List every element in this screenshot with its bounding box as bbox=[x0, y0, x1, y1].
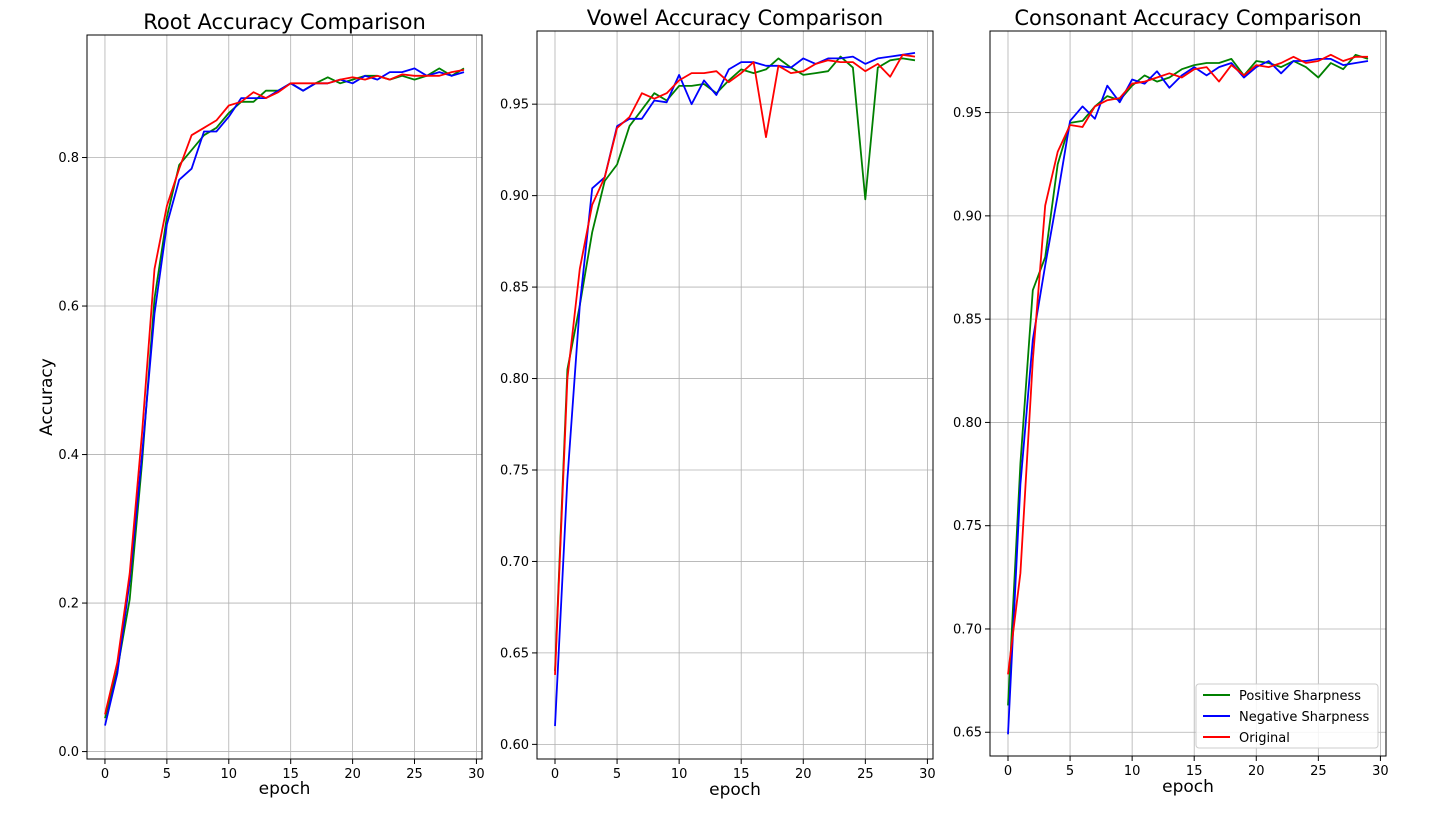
legend-label-positive: Positive Sharpness bbox=[1239, 689, 1361, 704]
x-tick-label: 25 bbox=[857, 767, 874, 782]
x-tick-label: 5 bbox=[1066, 764, 1074, 779]
y-tick-label: 0.60 bbox=[500, 738, 529, 753]
x-axis-label: epoch bbox=[259, 779, 311, 799]
y-tick-label: 0.85 bbox=[500, 281, 529, 296]
x-tick-label: 30 bbox=[468, 767, 485, 782]
x-tick-label: 5 bbox=[163, 767, 171, 782]
axes-frame bbox=[536, 30, 934, 760]
series-line-original bbox=[1007, 53, 1368, 675]
series-line-positive-sharpness bbox=[554, 55, 916, 672]
series-line-original bbox=[104, 69, 465, 715]
y-tick-label: 0.75 bbox=[500, 463, 529, 478]
chart-title: Vowel Accuracy Comparison bbox=[587, 6, 883, 30]
y-tick-label: 0.80 bbox=[953, 416, 982, 431]
axes-frame bbox=[989, 30, 1387, 757]
series-line-negative-sharpness bbox=[1007, 58, 1369, 735]
x-axis-label: epoch bbox=[709, 780, 761, 800]
x-tick-label: 5 bbox=[613, 767, 621, 782]
x-tick-label: 25 bbox=[406, 767, 423, 782]
x-tick-label: 15 bbox=[282, 767, 299, 782]
series-line-original bbox=[554, 53, 916, 675]
x-tick-label: 15 bbox=[733, 767, 750, 782]
chart-vowel-accuracy: 0 5 10 15 20 25 30 0.60 0.65 0.70 0.75 0.80 0.85 0.90… bbox=[500, 6, 936, 800]
plot-area bbox=[537, 31, 933, 759]
chart-root-accuracy: 0 5 10 15 20 25 30 0.0 0.2 0.4 0.6 0.8 Root Accurac… bbox=[37, 10, 485, 799]
y-tick-label: 0.70 bbox=[953, 622, 982, 637]
x-tick-label: 20 bbox=[344, 767, 361, 782]
x-tick-label: 10 bbox=[221, 767, 238, 782]
x-tick-label: 0 bbox=[1004, 764, 1012, 779]
chart-title: Root Accuracy Comparison bbox=[143, 10, 426, 34]
legend-label-original: Original bbox=[1239, 731, 1290, 746]
y-tick-label: 0.6 bbox=[58, 300, 79, 315]
x-tick-label: 10 bbox=[671, 767, 688, 782]
x-tick-label: 25 bbox=[1310, 764, 1327, 779]
axes-frame bbox=[86, 34, 483, 760]
x-tick-label: 0 bbox=[101, 767, 109, 782]
y-tick-label: 0.2 bbox=[58, 597, 79, 612]
y-tick-label: 0.95 bbox=[953, 106, 982, 121]
x-tick-label: 20 bbox=[795, 767, 812, 782]
x-tick-label: 20 bbox=[1248, 764, 1265, 779]
y-tick-label: 0.90 bbox=[500, 189, 529, 204]
y-axis-label: Accuracy bbox=[37, 358, 57, 436]
x-axis-label: epoch bbox=[1162, 777, 1214, 797]
legend-label-negative: Negative Sharpness bbox=[1239, 710, 1370, 725]
plot-area bbox=[990, 31, 1386, 756]
x-tick-label: 15 bbox=[1186, 764, 1203, 779]
y-tick-label: 0.0 bbox=[58, 745, 79, 760]
plot-area bbox=[87, 35, 482, 759]
y-tick-label: 0.75 bbox=[953, 519, 982, 534]
y-tick-label: 0.90 bbox=[953, 209, 982, 224]
y-tick-label: 0.85 bbox=[953, 313, 982, 328]
x-tick-label: 30 bbox=[919, 767, 936, 782]
y-tick-label: 0.65 bbox=[500, 646, 529, 661]
x-tick-label: 0 bbox=[551, 767, 559, 782]
y-tick-label: 0.4 bbox=[58, 448, 79, 463]
x-tick-label: 30 bbox=[1372, 764, 1389, 779]
chart-title: Consonant Accuracy Comparison bbox=[1014, 6, 1361, 30]
y-tick-label: 0.8 bbox=[58, 151, 79, 166]
legend: Positive Sharpness Negative Sharpness Or… bbox=[1195, 683, 1379, 749]
y-tick-label: 0.65 bbox=[953, 726, 982, 741]
x-tick-label: 10 bbox=[1124, 764, 1141, 779]
y-tick-label: 0.95 bbox=[500, 98, 529, 113]
y-tick-label: 0.80 bbox=[500, 372, 529, 387]
chart-consonant-accuracy: 0 5 10 15 20 25 30 0.65 0.70 0.75 0.80 0.85 0.90 0.95… bbox=[953, 6, 1389, 797]
legend-box bbox=[1195, 683, 1379, 749]
y-tick-label: 0.70 bbox=[500, 555, 529, 570]
